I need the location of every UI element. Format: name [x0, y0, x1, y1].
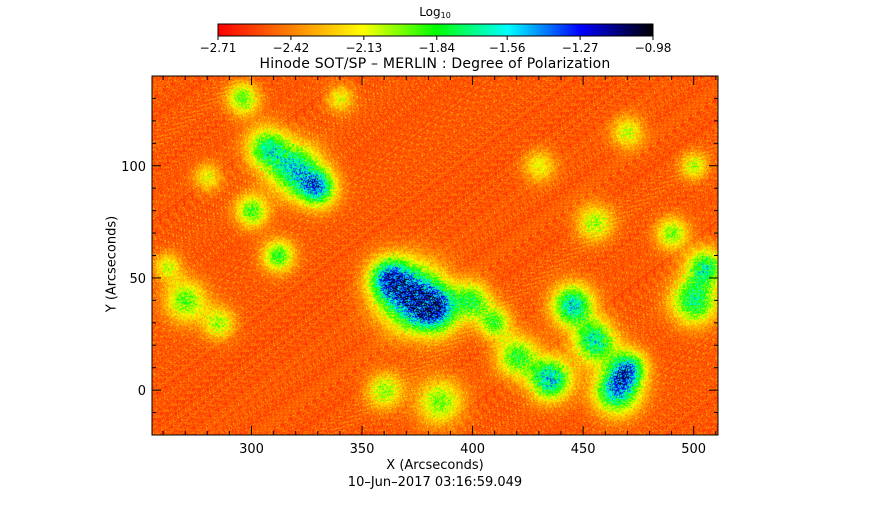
y-tick-label: 0	[138, 384, 146, 399]
colorbar-tick-label: −1.27	[562, 41, 599, 55]
y-tick-label: 50	[129, 272, 146, 287]
colorbar-title: Log10	[419, 5, 451, 20]
x-axis-label: X (Arcseconds)	[386, 458, 484, 473]
x-tick-label: 500	[681, 442, 706, 457]
x-tick-label: 450	[571, 442, 596, 457]
colorbar-tick-label: −2.71	[200, 41, 237, 55]
colorbar-tick-label: −1.84	[418, 41, 455, 55]
chart-title: Hinode SOT/SP – MERLIN : Degree of Polar…	[259, 56, 611, 72]
x-tick-label: 350	[350, 442, 375, 457]
colorbar-tick-label: −2.42	[273, 41, 310, 55]
x-tick-label: 400	[460, 442, 485, 457]
x-tick-label: 300	[239, 442, 264, 457]
colorbar-tick-label: −0.98	[635, 41, 672, 55]
colorbar-tick-label: −1.56	[489, 41, 526, 55]
observation-timestamp: 10–Jun–2017 03:16:59.049	[347, 475, 523, 490]
y-tick-label: 100	[121, 160, 146, 175]
colorbar-tick-label: −2.13	[345, 41, 382, 55]
polarization-heatmap	[152, 76, 718, 435]
colorbar	[217, 23, 654, 37]
